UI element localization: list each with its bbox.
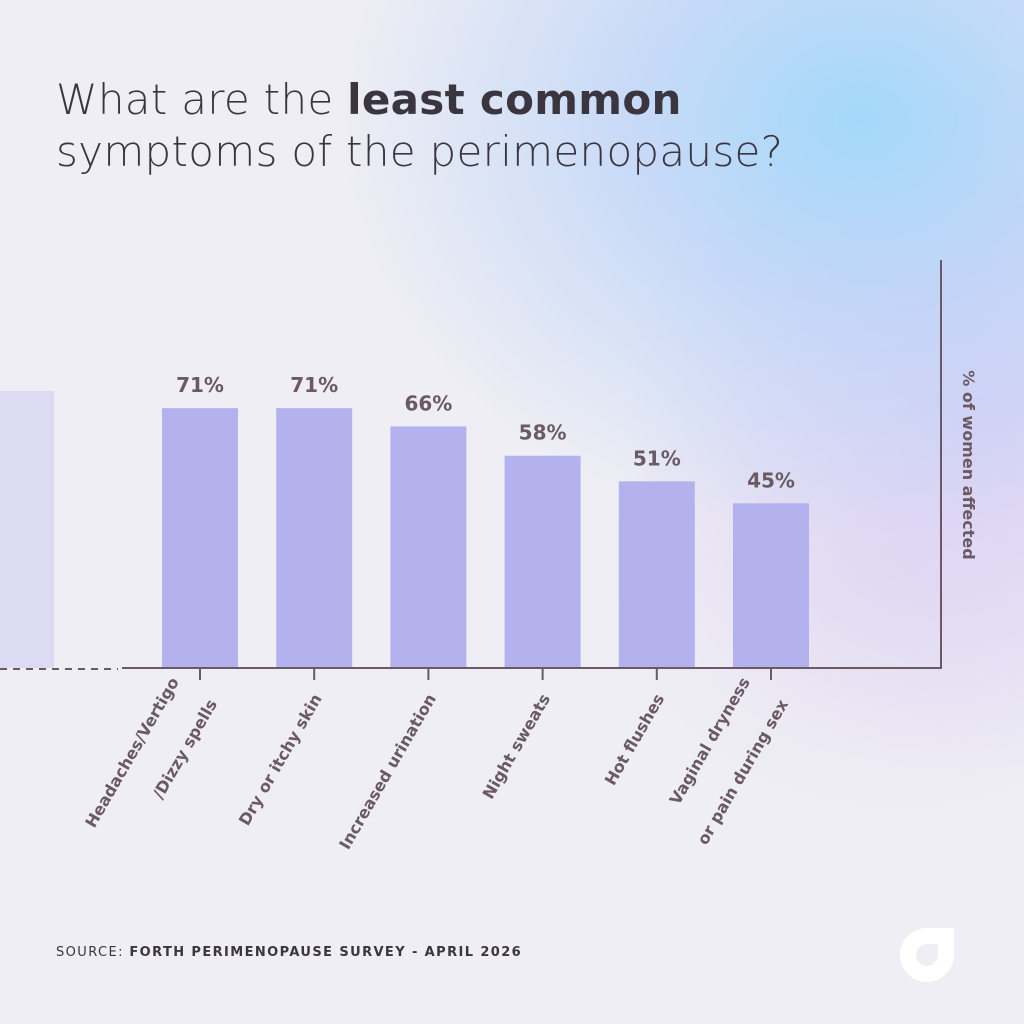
value-label-3: 58% bbox=[519, 421, 567, 445]
partial-bar bbox=[0, 391, 54, 668]
category-label-3: Night sweats bbox=[479, 691, 554, 803]
value-label-4: 51% bbox=[633, 446, 681, 470]
category-label-4: Hot flushes bbox=[601, 691, 669, 789]
category-label-2: Increased urination bbox=[335, 691, 440, 853]
y-axis-title: % of women affected bbox=[959, 370, 978, 559]
category-label-5-line-1: or pain during sex bbox=[693, 695, 792, 848]
bar-2 bbox=[390, 426, 467, 668]
value-label-0: 71% bbox=[176, 373, 224, 397]
source-label: SOURCE: bbox=[56, 945, 130, 960]
category-label-0: Headaches/Vertigo/Dizzy spells bbox=[81, 674, 221, 853]
value-label-2: 66% bbox=[404, 391, 452, 415]
value-label-1: 71% bbox=[290, 373, 338, 397]
title-bold: least common bbox=[347, 75, 682, 124]
bar-0 bbox=[162, 408, 238, 668]
source-text: FORTH PERIMENOPAUSE SURVEY - APRIL 2026 bbox=[129, 945, 523, 960]
category-label-4-line-0: Hot flushes bbox=[601, 691, 669, 789]
bar-5 bbox=[733, 503, 809, 668]
source-note: SOURCE: FORTH PERIMENOPAUSE SURVEY - APR… bbox=[56, 945, 522, 960]
category-label-1: Dry or itchy skin bbox=[235, 691, 326, 829]
title-line-2: symptoms of the perimenopause? bbox=[56, 127, 784, 176]
category-label-0-line-0: Headaches/Vertigo bbox=[81, 674, 183, 831]
bar-3 bbox=[504, 455, 581, 668]
category-label-2-line-0: Increased urination bbox=[335, 691, 440, 853]
value-label-5: 45% bbox=[747, 468, 795, 492]
forth-logo-icon bbox=[900, 928, 954, 982]
bar-1 bbox=[276, 408, 353, 668]
title-prefix: What are the bbox=[56, 75, 348, 124]
category-label-1-line-0: Dry or itchy skin bbox=[235, 691, 326, 829]
category-label-5: Vaginal drynessor pain during sex bbox=[655, 673, 792, 848]
title-line-1: What are the least common bbox=[56, 74, 783, 126]
bar-4 bbox=[618, 481, 695, 668]
category-label-3-line-0: Night sweats bbox=[479, 691, 554, 803]
page-title: What are the least common symptoms of th… bbox=[56, 74, 783, 178]
